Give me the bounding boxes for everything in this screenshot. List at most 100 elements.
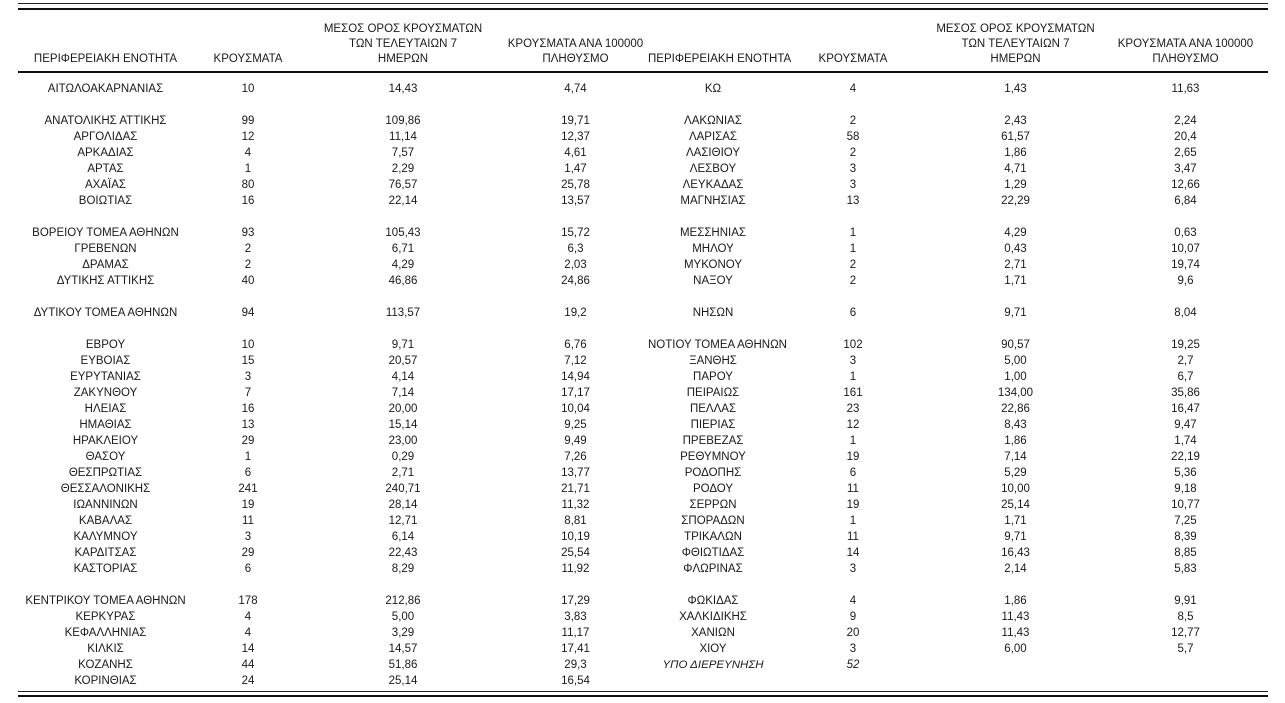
cell-per100k: 24,86 <box>561 275 590 287</box>
cell-cases: 1 <box>244 163 252 175</box>
cell-cases: 6 <box>244 467 252 479</box>
cell-per100k: 6,7 <box>1177 371 1194 383</box>
cell-avg7: 4,29 <box>391 259 415 271</box>
cell-per100k: 13,57 <box>561 195 590 207</box>
header-cases-right: ΚΡΟΥΣΜΑΤΑ <box>778 52 928 67</box>
cell-region: ΧΑΝΙΩΝ <box>691 627 735 639</box>
cell-avg7: 0,43 <box>1004 243 1027 255</box>
cell-avg7: 2,71 <box>1004 259 1027 271</box>
cell-empty <box>18 97 193 113</box>
cell-empty <box>1103 321 1268 337</box>
cell-avg7: 10,00 <box>1001 483 1030 495</box>
cell-cases: 13 <box>241 419 255 431</box>
cell-region: ΛΑΣΙΘΙΟΥ <box>685 147 741 159</box>
cell-cases: 29 <box>241 435 255 447</box>
cell-per100k: 12,66 <box>1171 179 1200 191</box>
cell-cases: 2 <box>849 147 857 159</box>
cell-region: ΚΕΡΚΥΡΑΣ <box>75 611 136 623</box>
cell-region: ΚΕΝΤΡΙΚΟΥ ΤΟΜΕΑ ΑΘΗΝΩΝ <box>25 595 186 607</box>
cell-avg7: 240,71 <box>385 483 421 495</box>
cell-avg7: 2,71 <box>391 467 415 479</box>
cell-region: ΙΩΑΝΝΙΝΩΝ <box>73 499 138 511</box>
cell-region: ΝΟΤΙΟΥ ΤΟΜΕΑ ΑΘΗΝΩΝ <box>648 339 787 351</box>
cell-region: ΚΕΦΑΛΛΗΝΙΑΣ <box>64 627 147 639</box>
cell-cases: 11 <box>847 483 859 495</box>
cell-empty <box>928 577 1103 593</box>
cell-cases: 12 <box>241 131 255 143</box>
cell-region: ΕΥΡΥΤΑΝΙΑΣ <box>70 371 141 383</box>
cell-avg7: 4,29 <box>1004 227 1027 239</box>
cell-avg7: 22,14 <box>388 195 418 207</box>
cell-empty <box>928 673 1103 689</box>
cell-region: ΠΕΛΛΑΣ <box>689 403 737 415</box>
cell-cases: 99 <box>241 115 255 127</box>
cell-region: ΚΟΖΑΝΗΣ <box>78 659 133 671</box>
bottom-double-rule <box>18 691 1268 697</box>
cell-per100k: 19,71 <box>561 115 590 127</box>
cell-per100k: 17,17 <box>561 387 590 399</box>
cell-empty <box>503 321 648 337</box>
table-header: ΠΕΡΙΦΕΡΕΙΑΚΗ ΕΝΟΤΗΤΑ ΚΡΟΥΣΜΑΤΑ ΜΕΣΟΣ ΟΡΟ… <box>18 10 1268 73</box>
cell-empty <box>503 97 648 113</box>
cell-avg7: 22,29 <box>1001 195 1030 207</box>
cell-empty <box>18 209 193 225</box>
cell-region: ΜΑΓΝΗΣΙΑΣ <box>680 195 746 207</box>
cell-per100k: 17,41 <box>561 643 590 655</box>
cell-cases: 24 <box>241 675 255 687</box>
cell-region: ΦΘΙΩΤΙΔΑΣ <box>681 547 745 559</box>
cell-region: ΘΕΣΣΑΛΟΝΙΚΗΣ <box>60 483 151 495</box>
cell-region: ΗΡΑΚΛΕΙΟΥ <box>72 435 139 447</box>
cell-per100k: 11,63 <box>1171 83 1200 95</box>
cell-per100k: 1,74 <box>1174 435 1197 447</box>
cell-cases: 11 <box>847 531 859 543</box>
cell-avg7: 23,00 <box>388 435 418 447</box>
cell-per100k: 2,7 <box>1177 355 1194 367</box>
cell-cases: 19 <box>846 451 860 463</box>
cell-per100k: 5,7 <box>1177 643 1194 655</box>
cell-region: ΒΟΙΩΤΙΑΣ <box>78 195 133 207</box>
header-cases-label: ΚΡΟΥΣΜΑΤΑ <box>818 53 888 65</box>
cell-per100k: 19,25 <box>1171 339 1200 351</box>
cell-region: ΥΠΟ ΔΙΕΡΕΥΝΗΣΗ <box>662 659 764 671</box>
table-body: ΑΙΤΩΛΟΑΚΑΡΝΑΝΙΑΣ 10 14,43 4,74 ΚΩ 4 1,43 11,63 Α… <box>18 73 1268 689</box>
cell-avg7: 109,86 <box>385 115 421 127</box>
cell-empty <box>778 673 928 689</box>
cell-cases: 6 <box>849 307 857 319</box>
cell-per100k: 16,54 <box>561 675 590 687</box>
cell-avg7: 14,43 <box>388 83 418 95</box>
cell-avg7: 8,29 <box>391 563 415 575</box>
cell-avg7: 76,57 <box>388 179 418 191</box>
cell-region: ΧΙΟΥ <box>699 643 727 655</box>
header-per100k-left: ΚΡΟΥΣΜΑΤΑ ΑΝΑ 100000 ΠΛΗΘΥΣΜΟ <box>503 37 648 67</box>
cell-region: ΗΛΕΙΑΣ <box>84 403 127 415</box>
cell-region: ΑΧΑΪΑΣ <box>85 179 126 191</box>
cell-region: ΠΙΕΡΙΑΣ <box>690 419 736 431</box>
cell-empty <box>503 289 648 305</box>
cell-avg7: 22,86 <box>1001 403 1030 415</box>
cell-avg7: 25,14 <box>388 675 418 687</box>
cell-empty <box>193 577 303 593</box>
cell-avg7: 1,00 <box>1004 371 1027 383</box>
cell-cases: 14 <box>241 643 255 655</box>
cell-empty <box>1103 209 1268 225</box>
cell-per100k: 16,47 <box>1171 403 1200 415</box>
cell-cases: 178 <box>238 595 258 607</box>
cell-avg7: 16,43 <box>1001 547 1030 559</box>
cell-avg7: 8,43 <box>1004 419 1027 431</box>
cell-region: ΔΥΤΙΚΗΣ ΑΤΤΙΚΗΣ <box>56 275 155 287</box>
cell-region: ΑΡΓΟΛΙΔΑΣ <box>73 131 138 143</box>
cell-per100k: 15,72 <box>561 227 590 239</box>
cell-region: ΜΕΣΣΗΝΙΑΣ <box>679 227 747 239</box>
cell-cases: 93 <box>241 227 255 239</box>
cell-per100k: 10,77 <box>1171 499 1200 511</box>
cell-cases: 1 <box>849 371 857 383</box>
cell-region: ΦΛΩΡΙΝΑΣ <box>683 563 743 575</box>
cell-region: ΗΜΑΘΙΑΣ <box>79 419 132 431</box>
cell-cases: 1 <box>849 227 857 239</box>
cell-avg7: 22,43 <box>388 547 418 559</box>
cell-per100k: 6,76 <box>564 339 587 351</box>
cell-avg7: 9,71 <box>391 339 415 351</box>
cell-cases: 23 <box>846 403 860 415</box>
cell-per100k: 3,47 <box>1174 163 1197 175</box>
cell-region: ΔΡΑΜΑΣ <box>82 259 129 271</box>
